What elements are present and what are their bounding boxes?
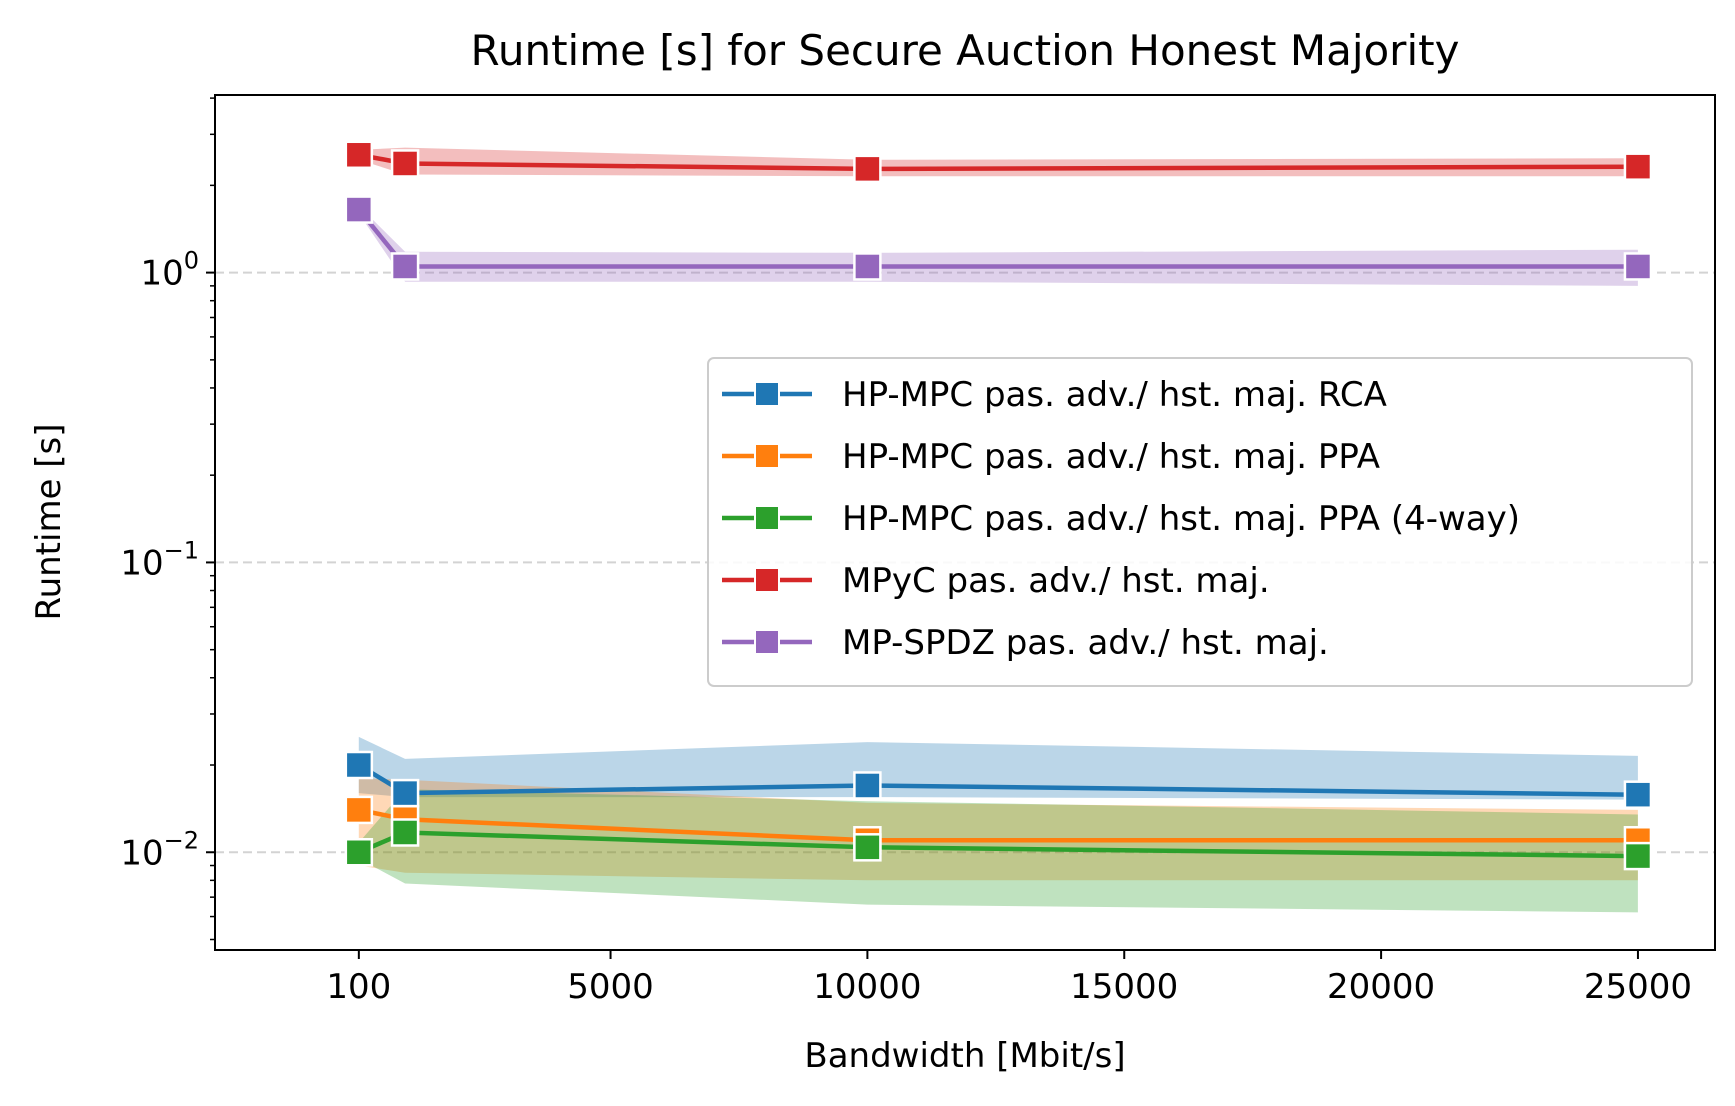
legend: HP-MPC pas. adv./ hst. maj. RCA HP-MPC pa…: [707, 357, 1693, 687]
x-axis-label: Bandwidth [Mbit/s]: [804, 1036, 1125, 1076]
marker-series-4-point-2: [853, 252, 882, 281]
y-axis-label: Runtime [s]: [29, 423, 69, 620]
line-series-1: [358, 807, 1638, 843]
legend-marker-4: [754, 629, 780, 655]
legend-marker-3: [754, 567, 780, 593]
y-tick-label-1: 10−1: [120, 536, 199, 583]
legend-label-1: HP-MPC pas. adv./ hst. maj. PPA: [842, 437, 1380, 477]
marker-series-2-point-3: [1623, 841, 1653, 871]
legend-label-3: MPyC pas. adv./ hst. maj.: [842, 561, 1270, 601]
marker-series-3-point-0: [344, 140, 374, 170]
band-series-1: [358, 778, 1638, 881]
chart-title: Runtime [s] for Secure Auction Honest Ma…: [471, 26, 1460, 75]
marker-series-0-point-3: [1623, 780, 1653, 809]
marker-series-2-point-2: [853, 833, 882, 862]
marker-series-2-point-1: [390, 818, 420, 847]
y-axis-ticks: 100 10−1 10−2: [120, 97, 215, 941]
legend-box: [707, 357, 1693, 687]
marker-series-1-point-0: [344, 795, 374, 825]
x-tick-label-0: 100: [326, 967, 391, 1007]
legend-marker-1: [754, 443, 780, 469]
marker-series-3-point-2: [853, 154, 882, 184]
marker-series-4-point-3: [1623, 252, 1653, 281]
x-tick-label-1: 5000: [567, 967, 654, 1007]
plot-area-frame: [214, 94, 1716, 951]
line-series-3: [358, 152, 1638, 172]
marker-series-0-point-2: [853, 771, 882, 800]
x-tick-label-4: 20000: [1327, 967, 1435, 1007]
x-tick-label-3: 15000: [1070, 967, 1178, 1007]
line-series-2: [357, 830, 1638, 859]
y-tick-label-2: 10−2: [120, 826, 199, 873]
marker-series-3-point-3: [1623, 152, 1653, 181]
legend-label-2: HP-MPC pas. adv./ hst. maj. PPA (4-way): [842, 499, 1520, 539]
legend-label-4: MP-SPDZ pas. adv./ hst. maj.: [842, 623, 1329, 663]
marker-series-0-point-1: [390, 778, 420, 808]
band-series-0: [358, 736, 1638, 800]
series-markers: [344, 140, 1653, 871]
y-tick-label-0: 100: [140, 247, 199, 294]
marker-series-4-point-0: [344, 195, 374, 224]
legend-label-0: HP-MPC pas. adv./ hst. maj. RCA: [842, 375, 1387, 415]
line-series-4: [357, 208, 1638, 269]
series-lines: [357, 152, 1638, 859]
marker-series-4-point-1: [390, 252, 420, 281]
x-tick-label-5: 25000: [1584, 967, 1692, 1007]
x-tick-label-2: 10000: [813, 967, 921, 1007]
line-series-0: [357, 763, 1638, 797]
legend-marker-2: [754, 505, 780, 531]
marker-series-2-point-0: [344, 838, 374, 867]
legend-marker-0: [754, 381, 780, 407]
x-axis-ticks: 100 5000 10000 15000 20000 25000: [326, 950, 1692, 1007]
marker-series-0-point-0: [344, 750, 374, 780]
marker-series-3-point-1: [390, 149, 420, 178]
